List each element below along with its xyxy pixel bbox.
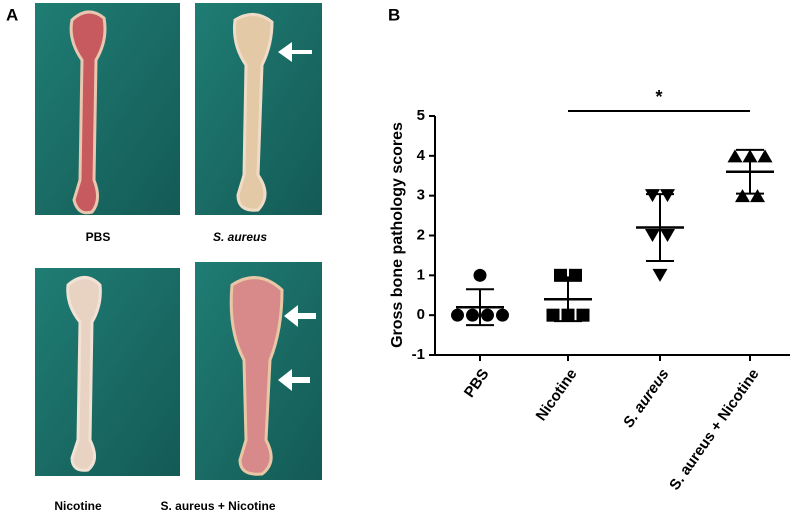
point <box>576 308 590 322</box>
point <box>496 308 509 322</box>
bone <box>229 276 284 476</box>
point <box>466 308 479 322</box>
bone <box>233 13 274 212</box>
arrow <box>278 369 310 391</box>
y-tick-label: 2 <box>417 226 425 243</box>
point <box>660 229 675 242</box>
point <box>546 308 560 322</box>
significance-label: * <box>655 87 662 107</box>
photo-label: S. aureus <box>213 230 267 244</box>
point <box>451 308 464 322</box>
y-axis-label: Gross bone pathology scores <box>389 122 406 348</box>
y-tick-label: 4 <box>417 147 426 164</box>
y-tick-label: 0 <box>417 306 425 323</box>
x-tick-label: S. aureus + Nicotine <box>666 366 762 494</box>
point <box>645 189 660 203</box>
photo-label: PBS <box>86 230 111 244</box>
x-tick-label: PBS <box>461 366 493 401</box>
y-tick-label: 3 <box>417 187 425 204</box>
panel-letter: A <box>6 5 18 24</box>
point <box>660 189 675 203</box>
bone <box>66 276 102 472</box>
point <box>473 268 487 282</box>
point <box>750 189 765 203</box>
point <box>735 189 750 203</box>
point <box>481 308 494 322</box>
y-tick-label: 1 <box>417 266 425 283</box>
y-tick-label: 5 <box>417 107 425 124</box>
point <box>652 268 668 282</box>
photo <box>35 3 180 215</box>
photos <box>35 3 322 480</box>
photo-label: S. aureus + Nicotine <box>160 499 275 513</box>
x-tick-label: S. aureus <box>620 366 673 431</box>
point <box>645 229 660 242</box>
arrow <box>278 42 312 62</box>
point <box>554 268 567 282</box>
photo <box>35 268 180 476</box>
y-tick-label: -1 <box>412 346 425 363</box>
point <box>569 268 582 282</box>
x-tick-label: Nicotine <box>533 366 581 424</box>
panel-letter: B <box>388 5 400 24</box>
photo-label: Nicotine <box>54 499 102 513</box>
arrow <box>284 305 316 327</box>
bone <box>69 10 107 215</box>
point <box>727 149 743 163</box>
point <box>757 149 773 163</box>
